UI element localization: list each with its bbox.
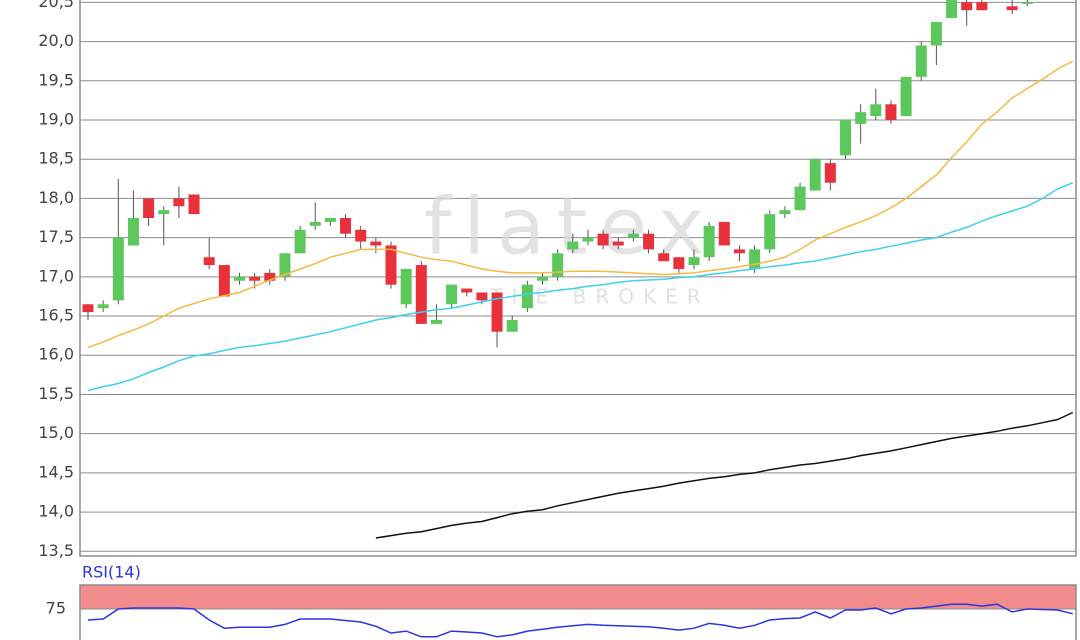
y-tick-label: 16,0 <box>38 345 74 364</box>
y-tick-label: 14,0 <box>38 502 74 521</box>
candle-body <box>840 119 851 156</box>
candle-body <box>264 272 276 281</box>
y-tick-label: 15,5 <box>38 384 74 403</box>
candle-body <box>870 104 882 117</box>
candle-body <box>415 265 427 324</box>
y-tick-label: 75 <box>46 599 66 618</box>
candle-body <box>643 233 655 250</box>
candle-body <box>597 233 609 246</box>
rsi-lines <box>87 603 1073 638</box>
y-tick-label: 20,0 <box>38 31 74 50</box>
y-tick-label: 13,5 <box>38 541 74 560</box>
y-tick-label: 18,5 <box>38 149 74 168</box>
candle-body <box>749 249 761 269</box>
plot-frame <box>79 584 1077 640</box>
candle-body <box>112 237 124 301</box>
panel-title: RSI(14) <box>82 563 141 582</box>
candle-body <box>143 198 155 219</box>
candle-body <box>794 186 806 211</box>
candle-body <box>976 2 988 11</box>
candle-body <box>764 214 776 250</box>
candle-body <box>218 265 230 297</box>
candle-body <box>946 0 958 19</box>
moving-averages <box>87 60 1074 539</box>
candle-body <box>855 112 867 124</box>
candle-body <box>127 218 139 246</box>
candle-body <box>824 163 836 183</box>
candle-body <box>506 319 518 332</box>
overbought-band <box>79 584 1077 610</box>
candle-body <box>249 276 261 281</box>
y-tick-label: 16,5 <box>38 306 74 325</box>
candle-body <box>82 304 94 313</box>
candle-body <box>961 2 973 11</box>
price-panel: 13,5 14,0 14,5 15,0 15,5 16,0 16,5 17,0 17,5 18,0… <box>38 0 1077 560</box>
candle-body <box>900 76 912 117</box>
candles <box>82 0 1033 348</box>
candle-body <box>779 210 791 215</box>
candle-body <box>173 198 185 207</box>
line-series <box>87 182 1074 392</box>
candle-body <box>673 257 685 269</box>
candle-body <box>1021 2 1033 4</box>
candle-body <box>733 249 745 254</box>
candle-body <box>309 221 321 226</box>
candle-body <box>400 268 412 305</box>
candle-body <box>885 104 897 120</box>
plot-frame <box>79 0 1077 557</box>
candle-body <box>430 319 442 324</box>
candle-body <box>446 284 458 305</box>
candle-body <box>567 241 579 250</box>
candle-body <box>552 253 564 277</box>
candle-body <box>688 257 700 266</box>
line-series <box>375 411 1074 539</box>
line-series <box>87 60 1074 349</box>
candle-body <box>476 292 488 301</box>
candle-body <box>97 304 109 309</box>
candle-body <box>234 276 245 281</box>
candle-body <box>203 257 215 266</box>
candle-body <box>521 284 533 309</box>
candle-body <box>385 245 397 285</box>
candle-body <box>582 237 594 242</box>
rsi-panel: RSI(14) 75 <box>46 563 1077 640</box>
candle-body <box>537 276 548 281</box>
candle-body <box>658 253 670 262</box>
candle-body <box>279 253 291 277</box>
watermark-title: flatex <box>424 182 716 272</box>
candle-body <box>1006 6 1018 11</box>
y-tick-label: 17,5 <box>38 227 74 246</box>
candle-body <box>627 233 639 238</box>
candle-body <box>340 218 352 234</box>
y-tick-label: 19,0 <box>38 109 74 128</box>
candle-body <box>718 221 730 246</box>
y-tick-label: 18,0 <box>38 188 74 207</box>
candle-body <box>294 229 306 254</box>
candle-body <box>158 210 170 215</box>
candle-body <box>370 241 382 246</box>
y-tick-label: 20,5 <box>38 0 74 11</box>
candle-body <box>491 292 503 332</box>
y-tick-label: 14,5 <box>38 462 74 481</box>
candle-body <box>461 288 473 293</box>
y-tick-label: 19,5 <box>38 70 74 89</box>
candle-body <box>612 241 624 246</box>
candle-body <box>355 229 367 242</box>
candle-body <box>324 218 336 222</box>
line-series <box>87 603 1073 638</box>
candle-body <box>915 45 927 77</box>
candle-body <box>930 21 942 46</box>
candle-body <box>809 159 821 191</box>
candle-body <box>703 225 715 258</box>
y-tick-label: 15,0 <box>38 423 74 442</box>
y-tick-label: 17,0 <box>38 266 74 285</box>
candle-body <box>188 194 200 215</box>
